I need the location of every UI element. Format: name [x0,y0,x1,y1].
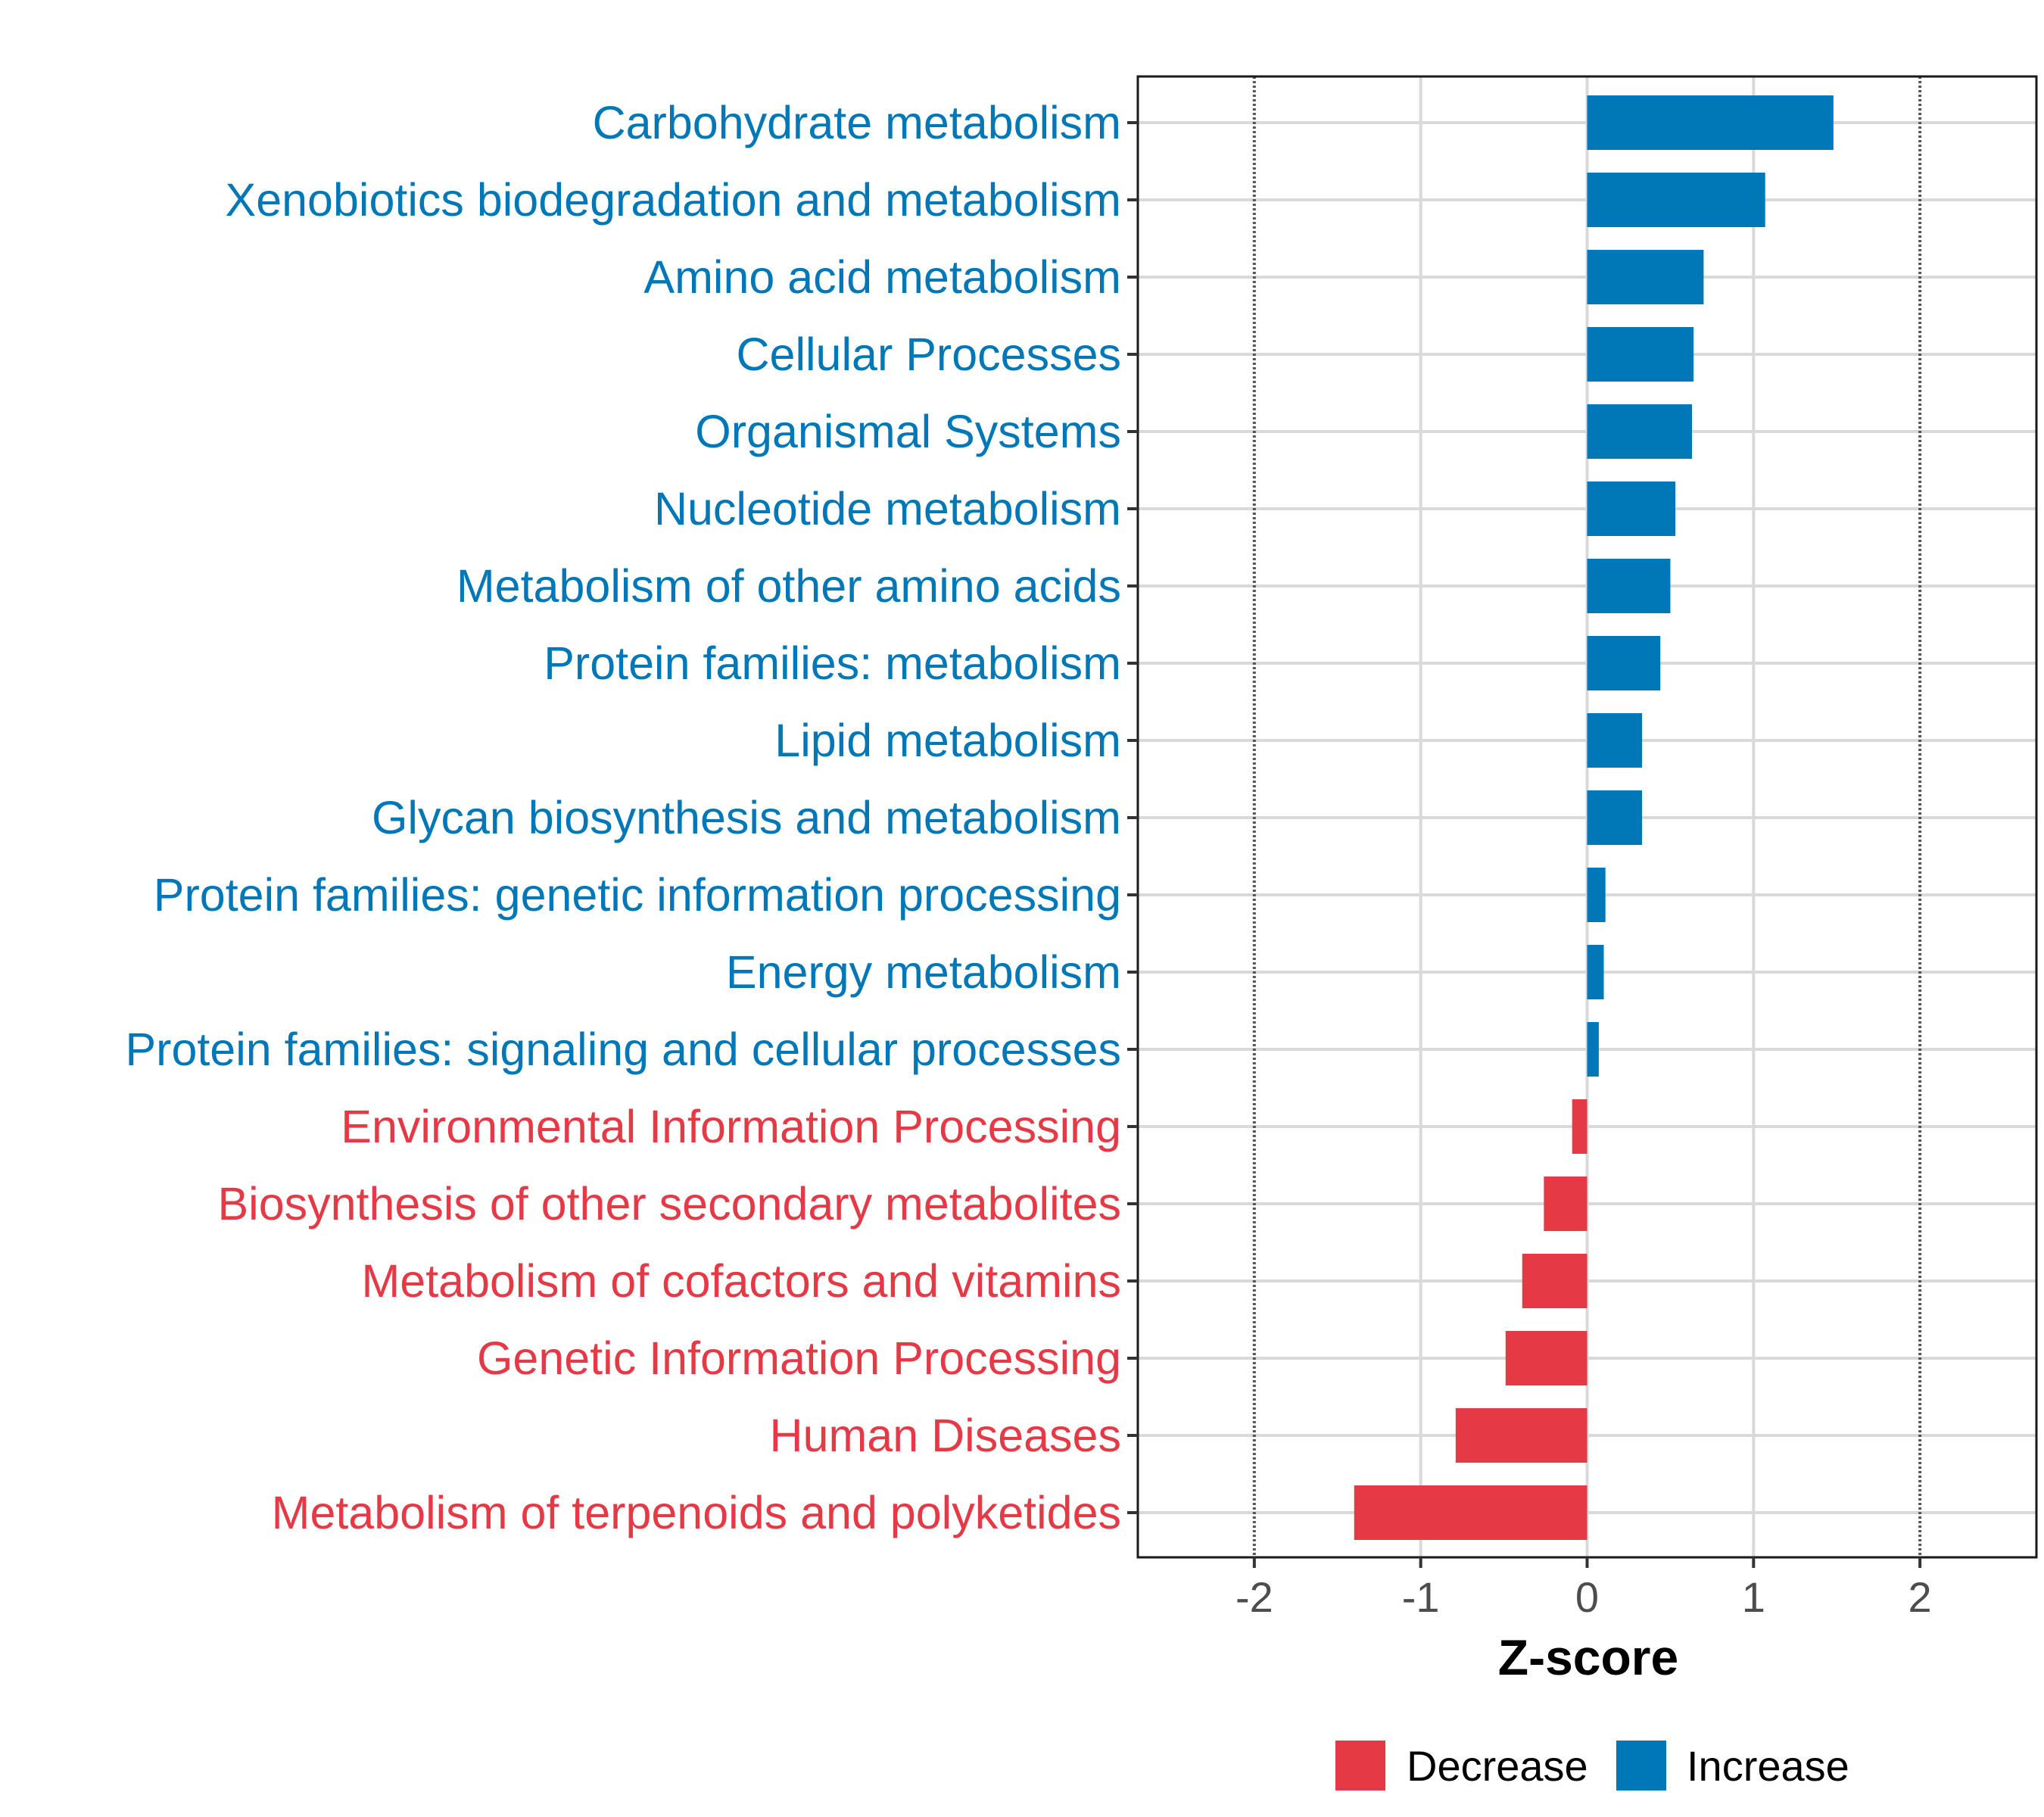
category-label: Glycan biosynthesis and metabolism [372,792,1121,843]
bar [1587,173,1765,227]
category-label: Amino acid metabolism [643,251,1121,303]
category-label: Energy metabolism [726,946,1121,998]
category-label: Biosynthesis of other secondary metaboli… [217,1178,1121,1230]
legend: Decrease Increase [1335,1741,1849,1791]
bar [1587,713,1643,768]
category-label: Cellular Processes [736,329,1121,380]
bar [1587,945,1604,999]
bar [1354,1485,1588,1540]
bar [1587,868,1606,922]
category-label: Protein families: signaling and cellular… [125,1024,1121,1075]
bar [1544,1177,1588,1231]
category-label: Organismal Systems [695,406,1121,457]
x-tick-label: -1 [1402,1573,1440,1621]
bars [1354,95,1834,1540]
bar [1587,559,1671,613]
category-label: Metabolism of other amino acids [456,560,1121,612]
y-axis-labels: Carbohydrate metabolism Xenobiotics biode… [125,97,1121,1538]
y-axis-ticks [1127,121,1138,1514]
category-label: Nucleotide metabolism [654,483,1121,535]
reference-lines [1252,76,1922,1557]
category-label: Protein families: metabolism [544,637,1121,689]
bar [1522,1254,1588,1308]
bar [1587,636,1661,690]
bar [1587,95,1834,150]
legend-swatch [1616,1741,1666,1791]
x-axis-tick-labels: -2 -1 0 1 2 [1235,1573,1932,1621]
category-label: Metabolism of cofactors and vitamins [361,1255,1121,1307]
category-label: Protein families: genetic information pr… [154,869,1121,921]
legend-label: Increase [1687,1742,1849,1790]
bar [1587,404,1692,459]
x-tick-label: -2 [1235,1573,1273,1621]
category-label: Carbohydrate metabolism [593,97,1121,148]
bar [1505,1331,1588,1385]
x-tick-label: 0 [1575,1573,1599,1621]
category-label: Metabolism of terpenoids and polyketides [272,1487,1121,1538]
x-tick-label: 1 [1742,1573,1765,1621]
bar [1587,327,1694,382]
category-label: Human Diseases [770,1410,1121,1461]
bar [1587,482,1676,536]
legend-swatch [1335,1741,1385,1791]
bar [1572,1099,1588,1154]
bar [1587,1022,1599,1077]
x-tick-label: 2 [1908,1573,1932,1621]
bar [1455,1408,1588,1463]
category-label: Environmental Information Processing [341,1101,1121,1152]
legend-label: Decrease [1407,1742,1588,1790]
bar [1587,790,1643,845]
bar [1587,250,1704,304]
category-label: Xenobiotics biodegradation and metabolis… [226,174,1121,226]
x-axis-title: Z-score [1498,1629,1678,1685]
x-axis-ticks [1252,1557,1922,1568]
category-label: Lipid metabolism [774,715,1121,766]
category-label: Genetic Information Processing [477,1332,1121,1384]
